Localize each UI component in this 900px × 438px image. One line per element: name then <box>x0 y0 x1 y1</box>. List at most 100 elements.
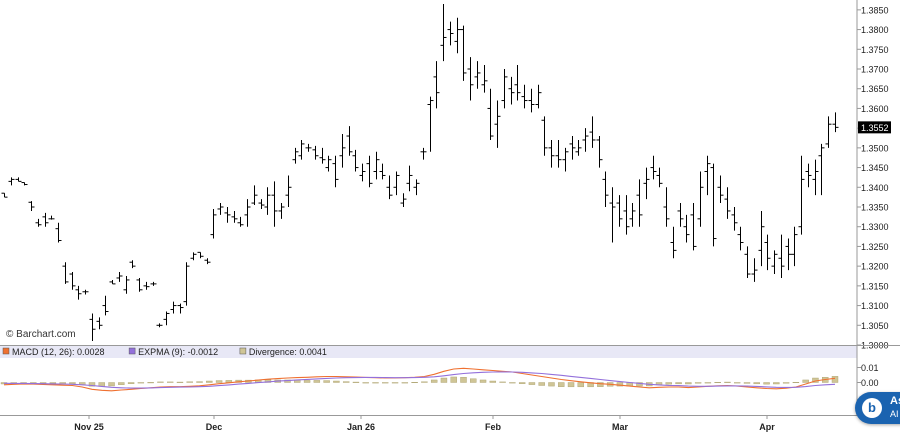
price-tick-label: 1.3150 <box>861 281 889 291</box>
price-bar <box>562 147 569 172</box>
price-tick-label: 1.3400 <box>861 183 889 193</box>
divergence-bar <box>430 379 438 383</box>
price-bar <box>237 216 244 227</box>
price-bar <box>440 3 447 62</box>
price-bar <box>28 201 35 211</box>
indicator-legend: MACD (12, 26): 0.0028 EXPMA (9): -0.0012 D… <box>2 347 327 357</box>
price-bar <box>758 210 765 267</box>
price-bar <box>798 155 805 235</box>
price-bar <box>258 199 265 209</box>
price-bar <box>413 179 420 196</box>
price-bar <box>346 126 353 156</box>
price-bar <box>177 303 184 314</box>
price-bar <box>292 147 299 164</box>
date-tick-label: Apr <box>759 422 775 432</box>
price-bar <box>629 203 636 227</box>
price-bar <box>494 100 501 148</box>
price-bar <box>454 17 461 54</box>
divergence-bar <box>206 380 213 383</box>
divergence-bar <box>362 382 369 384</box>
divergence-bar <box>479 379 487 383</box>
price-bar <box>663 187 670 227</box>
divergence-bar <box>694 382 702 384</box>
legend-swatch <box>239 347 247 355</box>
price-bar <box>575 139 582 156</box>
price-tick-label: 1.3350 <box>861 203 889 213</box>
assistant-badge-line1: As <box>890 395 900 407</box>
price-bar <box>319 147 326 164</box>
price-tick-label: 1.3050 <box>861 321 889 331</box>
price-bar <box>406 165 413 192</box>
price-tick-label: 1.3500 <box>861 143 889 153</box>
price-bar <box>541 116 548 156</box>
price-bar <box>785 238 792 271</box>
price-bar <box>636 179 643 227</box>
price-bar <box>102 295 109 316</box>
divergence-bar <box>831 376 839 383</box>
price-tick-label: 1.3600 <box>861 104 889 114</box>
price-bar <box>204 258 211 265</box>
assistant-badge[interactable]: b As AI <box>855 392 900 424</box>
price-bar <box>1 192 8 198</box>
price-bar <box>677 203 684 227</box>
price-bar <box>589 116 596 148</box>
price-bar <box>339 134 346 168</box>
price-bar <box>697 171 704 227</box>
price-tick-label: 1.3700 <box>861 65 889 75</box>
divergence-bar <box>704 382 712 384</box>
price-bar <box>210 208 217 239</box>
divergence-bar <box>616 382 624 387</box>
divergence-bar <box>558 382 565 387</box>
legend-entry: Divergence: 0.0041 <box>249 347 327 357</box>
price-bar <box>136 277 143 292</box>
legend-entry: EXPMA (9): -0.0012 <box>138 347 218 357</box>
price-bar <box>555 139 562 168</box>
divergence-bar <box>460 377 467 383</box>
price-bar <box>393 171 400 196</box>
price-bar <box>271 181 278 227</box>
divergence-bar <box>127 382 135 384</box>
price-tick-label: 1.3200 <box>861 262 889 272</box>
divergence-bar <box>499 381 506 383</box>
price-bar <box>650 155 657 180</box>
price-bar <box>501 69 508 109</box>
divergence-bar <box>792 382 800 384</box>
price-bar <box>737 226 744 251</box>
divergence-bar <box>88 382 96 387</box>
price-bar <box>278 203 285 219</box>
price-bar <box>548 139 555 168</box>
price-bar <box>623 195 630 235</box>
price-bar <box>150 281 157 286</box>
price-bar <box>42 212 49 227</box>
divergence-bar <box>137 382 145 384</box>
price-bar <box>764 234 771 271</box>
price-bar <box>690 203 697 251</box>
price-bar <box>116 272 123 282</box>
price-tick-label: 1.3450 <box>861 163 889 173</box>
price-tick-label: 1.3800 <box>861 25 889 35</box>
price-bar <box>82 289 89 295</box>
price-bar <box>447 21 454 46</box>
divergence-bar <box>567 382 575 388</box>
divergence-bar <box>528 382 536 385</box>
divergence-bar <box>773 382 780 385</box>
price-bar <box>609 187 616 243</box>
legend-entry: MACD (12, 26): 0.0028 <box>12 347 105 357</box>
price-bar <box>818 143 825 196</box>
price-bar <box>812 159 819 196</box>
price-bar <box>656 167 663 188</box>
price-bar <box>48 215 55 220</box>
price-bar <box>521 84 528 109</box>
price-bar <box>109 279 116 285</box>
price-tick-label: 1.3100 <box>861 301 889 311</box>
price-bar <box>298 139 305 160</box>
price-bar <box>791 226 798 267</box>
price-bar <box>312 145 319 160</box>
divergence-bar <box>401 382 409 384</box>
indicator-tick-label: 0.00 <box>861 378 879 388</box>
price-bar <box>508 76 515 105</box>
date-axis: Nov 25 Dec Jan 26 Feb Mar Apr <box>0 415 857 432</box>
divergence-bar <box>724 381 731 383</box>
price-bar <box>163 311 170 326</box>
divergence-bar <box>372 382 379 384</box>
